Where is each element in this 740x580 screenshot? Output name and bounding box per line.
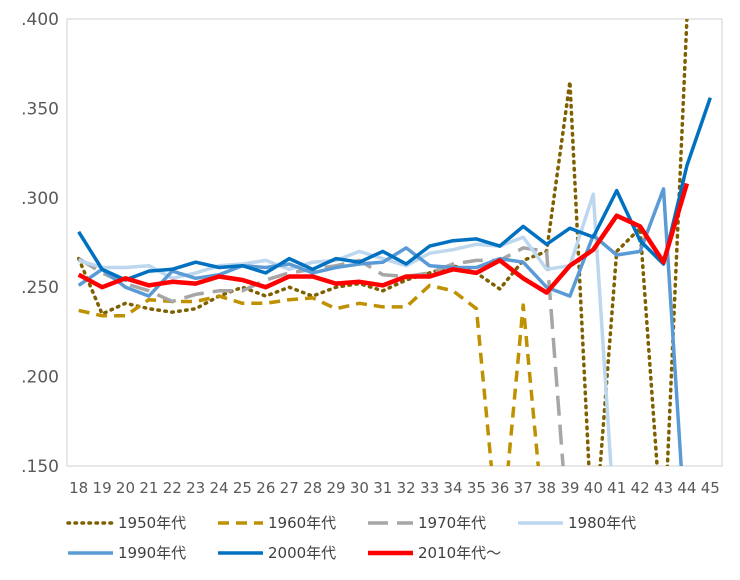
- legend-item-4: 1990年代: [68, 544, 186, 562]
- legend-label-3: 1980年代: [568, 514, 636, 532]
- legend-item-1: 1960年代: [218, 514, 336, 532]
- x-tick-label: 25: [233, 479, 252, 497]
- x-tick-label: 26: [256, 479, 275, 497]
- y-tick-label: .250: [21, 278, 59, 298]
- series-line-5: [77, 97, 712, 282]
- y-tick-label: .350: [21, 99, 59, 119]
- x-tick-label: 24: [210, 479, 229, 497]
- x-tick-label: 27: [280, 479, 299, 497]
- x-tick-label: 20: [116, 479, 135, 497]
- x-tick-label: 39: [560, 479, 579, 497]
- x-tick-label: 35: [467, 479, 486, 497]
- legend-item-3: 1980年代: [518, 514, 636, 532]
- legend-item-0: 1950年代: [66, 514, 186, 532]
- x-tick-label: 41: [607, 479, 626, 497]
- y-tick-label: .400: [21, 10, 59, 30]
- y-tick-label: .150: [21, 457, 59, 477]
- x-tick-label: 36: [490, 479, 509, 497]
- series-layer: [76, 19, 712, 466]
- x-tick-label: 22: [163, 479, 182, 497]
- x-tick-label: 29: [326, 479, 345, 497]
- x-tick-label: 40: [584, 479, 603, 497]
- legend-label-6: 2010年代～: [418, 544, 501, 562]
- legend-item-2: 1970年代: [368, 514, 486, 532]
- legend-label-1: 1960年代: [268, 514, 336, 532]
- axes: .150 .200 .250 .300 .350 .400 18 19 20 21 22 23 24 25…: [21, 10, 720, 497]
- plot-frame: [66, 18, 723, 467]
- legend-item-6: 2010年代～: [368, 544, 501, 562]
- series-line-1: [78, 283, 540, 466]
- x-tick-label: 32: [397, 479, 416, 497]
- y-tick-label: .300: [21, 189, 59, 209]
- series-line-0: [76, 19, 689, 466]
- x-tick-label: 34: [443, 479, 462, 497]
- legend-label-2: 1970年代: [418, 514, 486, 532]
- legend-label-0: 1950年代: [118, 514, 186, 532]
- x-tick-label: 33: [420, 479, 439, 497]
- series-line-2: [77, 246, 565, 466]
- legend-label-5: 2000年代: [268, 544, 336, 562]
- legend-label-4: 1990年代: [118, 544, 186, 562]
- x-tick-label: 37: [514, 479, 533, 497]
- series-line-6: [77, 182, 690, 295]
- x-tick-label: 23: [186, 479, 205, 497]
- x-tick-label: 38: [537, 479, 556, 497]
- x-tick-label: 45: [701, 479, 720, 497]
- y-tick-label: .200: [21, 368, 59, 388]
- legend-item-5: 2000年代: [218, 544, 336, 562]
- x-tick-label: 31: [373, 479, 392, 497]
- x-tick-label: 30: [350, 479, 369, 497]
- legend: 1950年代 1960年代 1970年代 1980年代 1990年代 2000年代 2010…: [66, 514, 636, 562]
- x-tick-label: 21: [139, 479, 158, 497]
- x-tick-label: 28: [303, 479, 322, 497]
- x-tick-label: 18: [69, 479, 88, 497]
- x-tick-label: 43: [654, 479, 673, 497]
- x-tick-label: 42: [631, 479, 650, 497]
- x-tick-label: 44: [677, 479, 696, 497]
- x-tick-label: 19: [93, 479, 112, 497]
